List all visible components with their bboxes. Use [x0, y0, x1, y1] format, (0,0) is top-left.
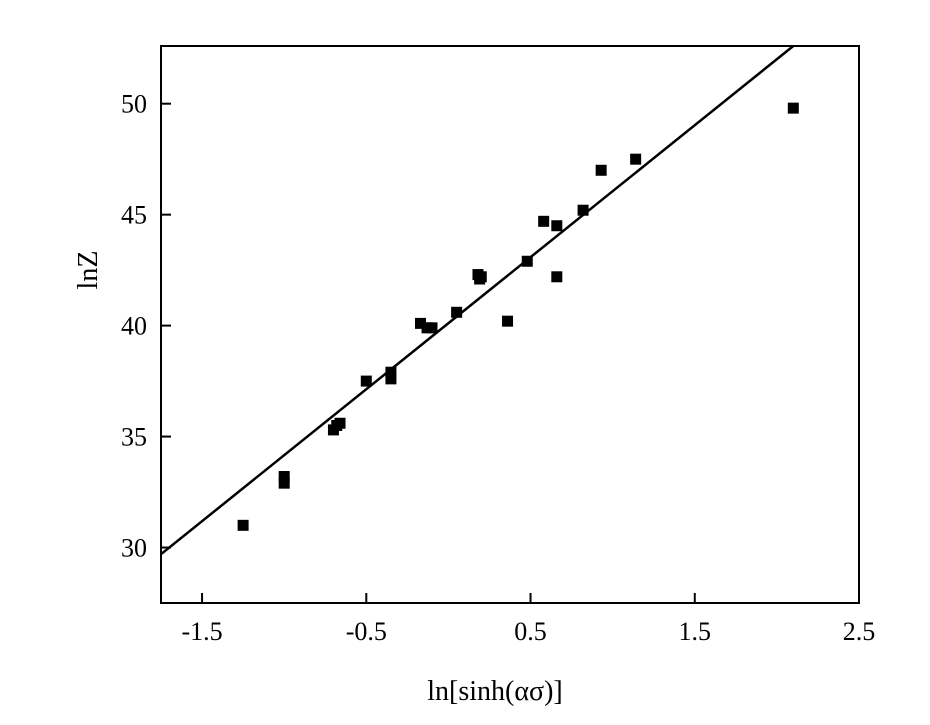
data-point: [787, 102, 799, 114]
data-point: [334, 417, 346, 429]
y-axis-title: lnZ: [73, 251, 104, 290]
x-tick-label: 0.5: [514, 617, 547, 646]
x-axis: -1.5 -0.5 0.5 1.5 2.5: [181, 593, 875, 646]
data-point: [630, 153, 642, 165]
data-point: [502, 315, 514, 327]
y-tick-label: 45: [121, 201, 147, 230]
data-point: [278, 477, 290, 489]
data-point: [538, 215, 550, 227]
plot-frame: [160, 45, 860, 604]
data-point: [551, 271, 563, 283]
data-point: [237, 519, 249, 531]
data-points: [237, 102, 799, 531]
fit-line-group: [160, 45, 795, 556]
y-axis: 30 35 40 45 50: [121, 90, 171, 563]
data-point: [521, 255, 533, 267]
data-point: [278, 471, 290, 483]
x-axis-title: ln[sinh(ασ)]: [427, 676, 563, 707]
data-point: [595, 164, 607, 176]
fit-line: [160, 45, 795, 556]
y-tick-label: 30: [121, 534, 147, 563]
x-tick-label: -1.5: [181, 617, 222, 646]
y-tick-label: 35: [121, 423, 147, 452]
data-point: [551, 220, 563, 232]
data-point: [385, 366, 397, 378]
data-point: [360, 375, 372, 387]
data-point: [414, 317, 426, 329]
plot-area: [160, 45, 860, 604]
x-tick-label: -0.5: [346, 617, 387, 646]
data-point: [577, 204, 589, 216]
data-point: [426, 322, 438, 334]
data-point: [385, 373, 397, 385]
x-tick-label: 2.5: [843, 617, 876, 646]
y-tick-label: 40: [121, 312, 147, 341]
data-point: [475, 271, 487, 283]
data-point: [451, 306, 463, 318]
y-tick-label: 50: [121, 90, 147, 119]
x-tick-label: 1.5: [679, 617, 712, 646]
